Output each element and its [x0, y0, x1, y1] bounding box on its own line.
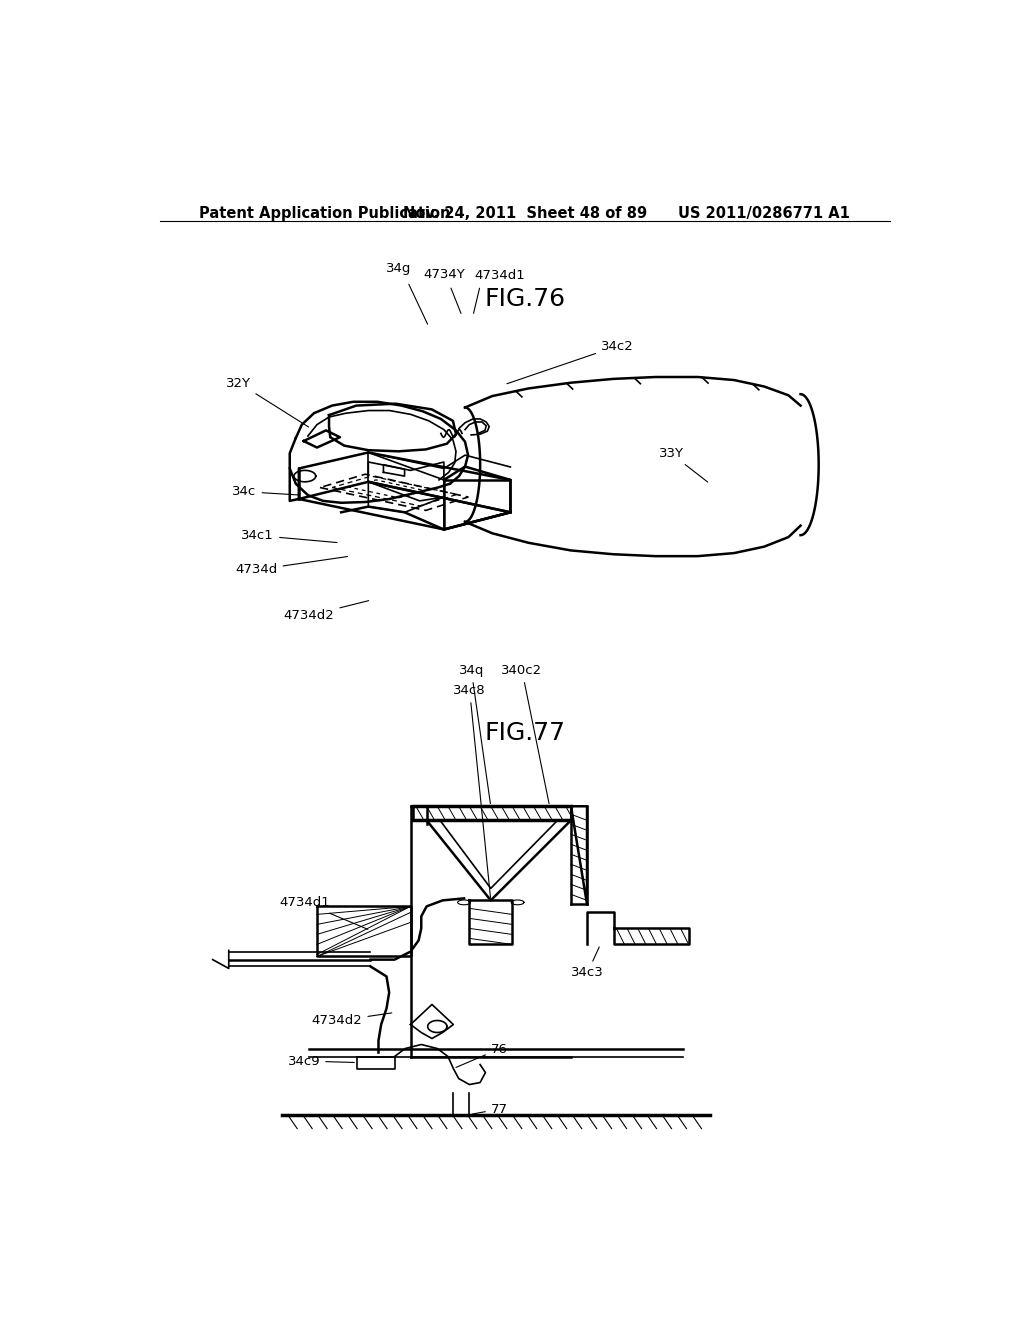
Text: 77: 77 — [472, 1102, 508, 1115]
Text: 34q: 34q — [459, 664, 490, 804]
Text: 4734d2: 4734d2 — [311, 1012, 392, 1027]
Text: FIG.76: FIG.76 — [484, 286, 565, 310]
Text: 340c2: 340c2 — [502, 664, 549, 804]
Text: FIG.77: FIG.77 — [484, 721, 565, 744]
Text: 33Y: 33Y — [658, 447, 708, 482]
Text: 34g: 34g — [386, 263, 412, 275]
Text: 4734Y: 4734Y — [423, 268, 465, 281]
Text: 34c1: 34c1 — [242, 529, 337, 543]
Text: Nov. 24, 2011  Sheet 48 of 89: Nov. 24, 2011 Sheet 48 of 89 — [402, 206, 647, 220]
Text: Patent Application Publication: Patent Application Publication — [200, 206, 451, 220]
Text: 4734d1: 4734d1 — [280, 896, 368, 929]
Text: 34c: 34c — [232, 486, 299, 498]
Text: 34c2: 34c2 — [507, 339, 634, 384]
Text: 4734d2: 4734d2 — [284, 601, 369, 622]
Text: 34c8: 34c8 — [454, 684, 490, 898]
Text: US 2011/0286771 A1: US 2011/0286771 A1 — [678, 206, 850, 220]
Text: 4734d: 4734d — [236, 557, 347, 577]
Text: 4734d1: 4734d1 — [474, 269, 525, 281]
Text: 32Y: 32Y — [226, 376, 308, 426]
Text: 76: 76 — [456, 1043, 508, 1068]
Text: 34c9: 34c9 — [288, 1055, 354, 1068]
Text: 34c3: 34c3 — [571, 946, 604, 979]
